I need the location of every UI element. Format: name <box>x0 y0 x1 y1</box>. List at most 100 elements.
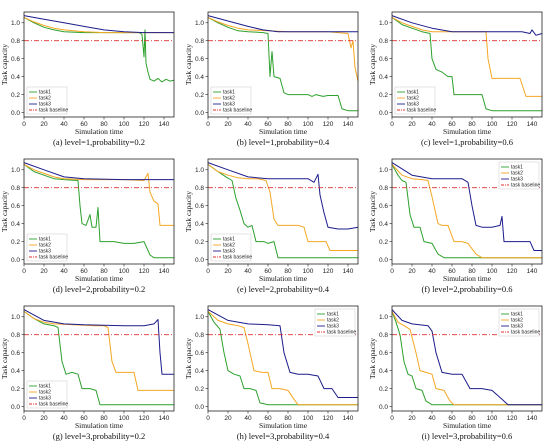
y-tick-label: 1.0 <box>195 167 204 174</box>
plot-frame <box>391 305 543 412</box>
panel-caption: (e) level=2,probability=0.4 <box>237 284 330 294</box>
x-axis-title: Simulation time <box>443 421 492 430</box>
legend-label: task2 <box>223 243 235 249</box>
legend-label: task1 <box>39 384 51 390</box>
series-line-task3 <box>207 162 359 230</box>
legend-label: task3 <box>407 102 419 108</box>
x-tick-label: 80 <box>100 121 108 128</box>
y-tick-label: 1.0 <box>379 314 388 321</box>
x-tick-label: 140 <box>343 121 354 128</box>
y-tick-label: 0.8 <box>195 185 204 192</box>
y-tick-label: 0.0 <box>195 110 204 117</box>
x-tick-label: 80 <box>100 415 108 422</box>
plot-frame <box>23 11 175 118</box>
legend-box <box>26 380 68 409</box>
y-tick-label: 0.8 <box>11 38 20 45</box>
y-tick-label: 0.4 <box>11 368 20 375</box>
legend-label: task baseline <box>407 108 436 114</box>
chart-panel: 0 20 40 60 80 100 120 140 0.0 0.2 0.4 0.6 0.8 1.0 Simu… <box>368 158 543 294</box>
chart-panel: 0 20 40 60 80 100 120 140 0.0 0.2 0.4 0.6 0.8 1.0 Simu… <box>184 305 359 441</box>
x-tick-label: 60 <box>80 268 88 275</box>
y-tick-label: 0.6 <box>379 56 388 63</box>
x-tick-label: 120 <box>507 415 518 422</box>
x-tick-label: 40 <box>428 121 436 128</box>
chart-panel: 0 20 40 60 80 100 120 140 0.0 0.2 0.4 0.6 0.8 1.0 Simu… <box>0 305 175 441</box>
legend-box <box>26 233 68 262</box>
y-tick-label: 0.8 <box>195 38 204 45</box>
plot-frame <box>207 158 359 265</box>
x-tick-label: 60 <box>448 121 456 128</box>
y-axis-title: Task capacity <box>184 44 193 85</box>
y-axis-title: Task capacity <box>184 191 193 232</box>
y-axis-title: Task capacity <box>0 338 9 379</box>
legend-label: task3 <box>39 249 51 255</box>
y-tick-label: 0.0 <box>195 404 204 411</box>
x-tick-label: 80 <box>468 415 476 422</box>
series-line-task1 <box>391 311 542 406</box>
x-axis-title: Simulation time <box>259 274 308 283</box>
y-tick-label: 1.0 <box>195 314 204 321</box>
legend-label: task3 <box>327 324 339 330</box>
x-tick-label: 120 <box>139 121 150 128</box>
y-tick-label: 0.0 <box>195 257 204 264</box>
legend-label: task1 <box>39 237 51 243</box>
series-line-task2 <box>23 310 174 391</box>
y-axis-title: Task capacity <box>184 338 193 379</box>
series-line-task3 <box>391 162 542 251</box>
y-tick-label: 0.2 <box>11 386 20 393</box>
legend-label: task3 <box>511 324 523 330</box>
y-tick-label: 0.8 <box>195 332 204 339</box>
y-tick-label: 0.6 <box>11 350 20 357</box>
legend-label: task2 <box>223 96 235 102</box>
y-tick-label: 0.4 <box>195 368 204 375</box>
x-tick-label: 120 <box>507 268 518 275</box>
x-tick-label: 20 <box>224 415 232 422</box>
panel-caption: (h) level=3,probability=0.4 <box>237 431 330 441</box>
legend-label: task1 <box>407 90 419 96</box>
chart-panel: 0 20 40 60 80 100 120 140 0.0 0.2 0.4 0.6 0.8 1.0 Simu… <box>368 305 543 441</box>
x-tick-label: 20 <box>408 121 416 128</box>
x-tick-label: 120 <box>507 121 518 128</box>
x-tick-label: 100 <box>487 121 498 128</box>
y-tick-label: 0.2 <box>195 92 204 99</box>
x-tick-label: 140 <box>527 415 538 422</box>
x-tick-label: 80 <box>468 121 476 128</box>
x-tick-label: 20 <box>40 268 48 275</box>
panel-caption: (g) level=3,probability=0.2 <box>53 431 145 441</box>
x-tick-label: 140 <box>159 415 170 422</box>
y-tick-label: 0.0 <box>11 404 20 411</box>
series-line-task3 <box>391 15 543 36</box>
y-tick-label: 0.8 <box>379 38 388 45</box>
x-tick-label: 140 <box>343 268 354 275</box>
legend-label: task2 <box>39 390 51 396</box>
y-tick-label: 0.6 <box>11 56 20 63</box>
y-tick-label: 0.6 <box>379 350 388 357</box>
y-tick-label: 1.0 <box>11 314 20 321</box>
y-tick-label: 0.2 <box>11 92 20 99</box>
x-tick-label: 120 <box>323 268 334 275</box>
x-tick-label: 80 <box>468 268 476 275</box>
chart-panel: 0 20 40 60 80 100 120 140 0.0 0.2 0.4 0.6 0.8 1.0 Simu… <box>0 11 175 147</box>
x-tick-label: 100 <box>487 268 498 275</box>
legend-label: task2 <box>39 243 51 249</box>
series-line-task3 <box>207 15 358 33</box>
y-tick-label: 1.0 <box>379 20 388 27</box>
y-tick-label: 0.4 <box>379 368 388 375</box>
y-tick-label: 0.8 <box>11 185 20 192</box>
y-tick-label: 0.2 <box>195 386 204 393</box>
legend-label: task baseline <box>223 255 252 261</box>
x-tick-label: 100 <box>303 415 314 422</box>
x-tick-label: 60 <box>448 415 456 422</box>
y-axis-title: Task capacity <box>368 338 377 379</box>
series-line-task1 <box>23 163 174 259</box>
y-tick-label: 0.6 <box>379 203 388 210</box>
series-line-task2 <box>23 16 174 34</box>
legend-label: task3 <box>223 249 235 255</box>
legend-label: task baseline <box>223 108 252 114</box>
legend-box <box>26 86 68 115</box>
legend-label: task1 <box>511 165 523 171</box>
